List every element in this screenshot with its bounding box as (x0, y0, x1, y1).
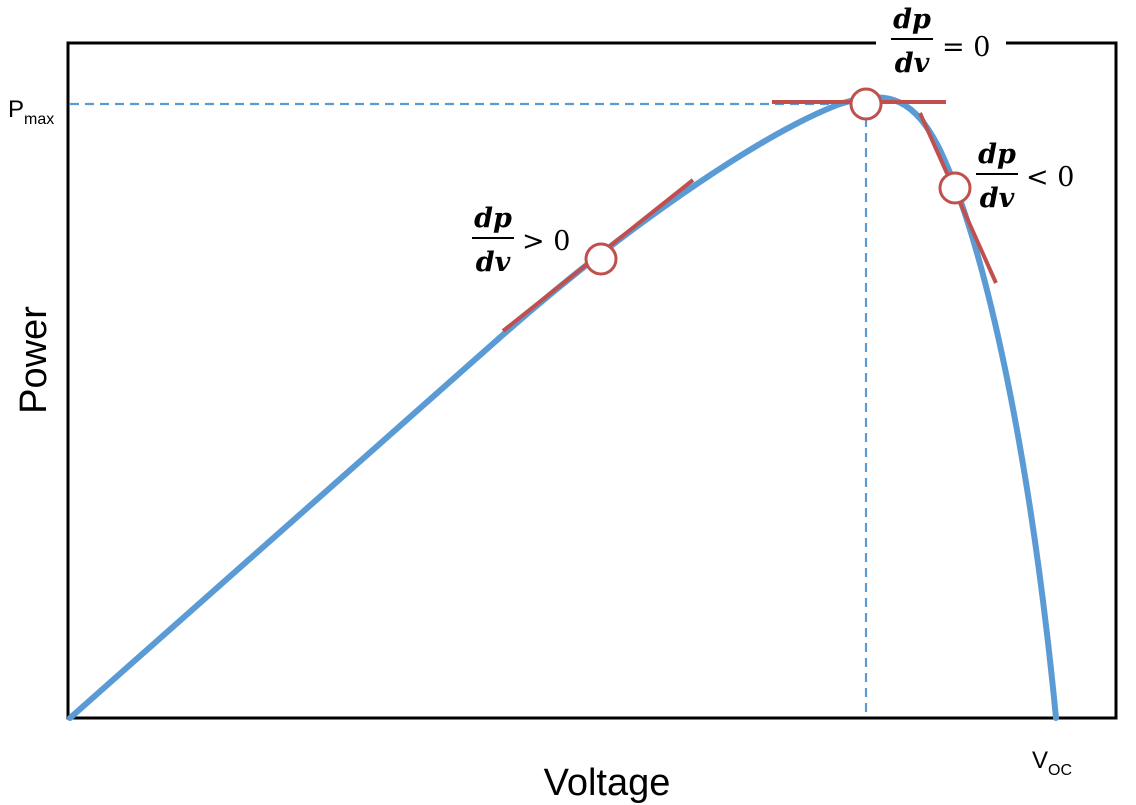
annotation-positive-denominator: dv (476, 247, 511, 278)
annotation-zero-relation: = 0 (942, 32, 990, 63)
annotation-negative-denominator: dv (980, 183, 1015, 214)
point-negative-slope (940, 173, 970, 203)
annotation-zero-denominator: dv (895, 48, 930, 79)
pmax-label-main: P (8, 96, 24, 123)
y-axis-label: Power (13, 306, 55, 414)
annotation-positive-slope: dp dv > 0 (472, 203, 570, 278)
voc-label: VOC (1032, 747, 1072, 779)
annotation-positive-relation: > 0 (522, 226, 570, 257)
voc-label-sub: OC (1048, 762, 1072, 779)
annotation-positive-numerator: dp (474, 203, 512, 234)
voc-label-main: V (1032, 747, 1048, 774)
annotation-negative-slope: dp dv < 0 (976, 139, 1074, 214)
plot-frame (68, 43, 1116, 718)
pmax-label: Pmax (8, 96, 54, 128)
point-max-power (851, 89, 881, 119)
point-positive-slope (586, 244, 616, 274)
annotation-negative-relation: < 0 (1026, 162, 1074, 193)
pmax-label-sub: max (24, 111, 54, 128)
power-curve (70, 97, 1056, 718)
annotation-zero-numerator: dp (893, 4, 931, 35)
annotation-negative-numerator: dp (978, 139, 1016, 170)
x-axis-label: Voltage (544, 762, 671, 804)
